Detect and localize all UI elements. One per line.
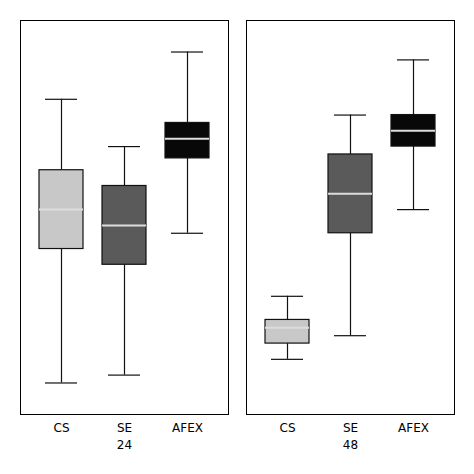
svg-text:SE: SE — [117, 421, 132, 435]
svg-text:48: 48 — [343, 438, 358, 452]
svg-text:CS: CS — [54, 421, 70, 435]
svg-text:CS: CS — [280, 421, 296, 435]
svg-text:AFEX: AFEX — [398, 421, 429, 435]
svg-text:AFEX: AFEX — [172, 421, 203, 435]
svg-text:SE: SE — [343, 421, 358, 435]
svg-text:24: 24 — [117, 438, 132, 452]
